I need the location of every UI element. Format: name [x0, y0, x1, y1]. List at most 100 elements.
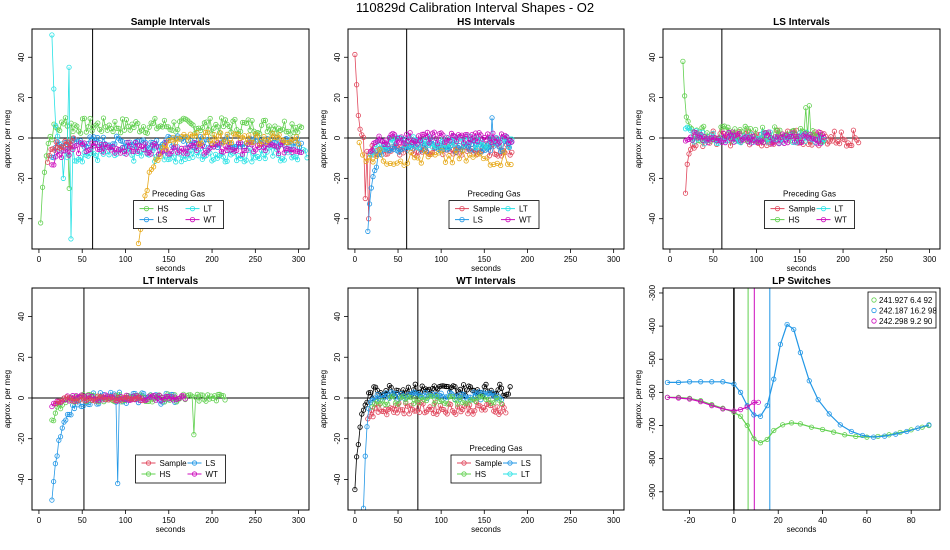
data-point	[289, 121, 295, 127]
x-tick-label: 250	[564, 255, 578, 264]
data-point	[224, 158, 230, 164]
data-point	[382, 406, 388, 413]
data-point	[368, 185, 374, 191]
x-tick-label: 100	[750, 255, 764, 264]
data-point	[701, 123, 707, 129]
data-point	[703, 135, 709, 141]
y-axis-label: approx. per meg	[3, 110, 12, 168]
data-point	[394, 410, 400, 416]
data-point	[422, 148, 428, 154]
data-point	[791, 326, 797, 333]
x-tick-label: 20	[774, 516, 783, 525]
data-point	[66, 64, 72, 70]
legend-box	[867, 291, 937, 329]
x-tick-label: 200	[205, 255, 219, 264]
panel-title: LS Intervals	[773, 17, 830, 28]
series-hs	[369, 393, 505, 410]
data-point	[821, 134, 827, 141]
data-point	[142, 141, 148, 147]
data-point	[104, 144, 110, 150]
data-point	[87, 146, 93, 153]
data-point	[89, 397, 96, 403]
data-point	[485, 397, 492, 403]
series-wt	[664, 394, 761, 414]
data-point	[111, 393, 117, 399]
x-tick-label: 80	[907, 516, 916, 525]
data-point	[243, 147, 249, 153]
data-point	[366, 413, 373, 419]
data-point	[460, 382, 467, 388]
data-point	[55, 133, 61, 139]
data-point	[442, 159, 449, 165]
data-point	[281, 157, 287, 163]
data-point	[98, 141, 105, 148]
data-point	[119, 138, 125, 145]
data-point	[784, 321, 790, 328]
data-point	[722, 140, 728, 146]
data-point	[385, 401, 391, 407]
data-point	[460, 148, 466, 154]
data-point	[425, 154, 431, 160]
data-point	[915, 425, 921, 431]
data-point	[359, 132, 365, 138]
data-point	[467, 136, 474, 143]
data-point	[365, 228, 371, 234]
data-point	[485, 143, 491, 149]
plot-frame	[662, 28, 941, 250]
data-point	[112, 150, 118, 156]
data-point	[424, 129, 430, 135]
data-point	[272, 134, 278, 140]
data-point	[849, 142, 855, 149]
data-point	[45, 140, 51, 147]
data-point	[139, 397, 145, 404]
data-point	[384, 161, 390, 167]
data-point	[664, 379, 671, 386]
legend-marker	[189, 206, 196, 212]
data-point	[182, 396, 188, 402]
data-point	[116, 125, 122, 131]
data-point	[135, 240, 142, 247]
data-point	[74, 398, 80, 404]
data-point	[241, 147, 247, 153]
data-point	[144, 187, 150, 194]
data-point	[440, 132, 446, 138]
data-point	[67, 144, 73, 150]
data-point	[774, 134, 780, 140]
data-point	[497, 139, 503, 145]
y-axis-label: approx. per meg	[3, 370, 12, 428]
data-point	[213, 138, 219, 144]
data-point	[81, 115, 88, 121]
series-line	[685, 131, 825, 146]
legend-marker	[505, 217, 511, 223]
x-tick-label: 200	[521, 255, 535, 264]
data-point	[442, 409, 449, 415]
data-point	[291, 129, 297, 136]
data-point	[304, 155, 309, 161]
data-point	[56, 398, 62, 404]
data-point	[486, 390, 493, 396]
data-point	[850, 127, 857, 133]
y-tick-label: -20	[333, 172, 342, 184]
data-point	[131, 396, 137, 402]
data-point	[182, 156, 188, 162]
data-point	[496, 397, 502, 403]
legend-label: LT	[204, 205, 213, 214]
data-point	[127, 143, 133, 150]
data-point	[467, 147, 473, 153]
data-point	[189, 393, 195, 399]
data-point	[131, 124, 137, 131]
data-point	[785, 140, 791, 146]
data-point	[258, 122, 265, 128]
data-point	[253, 147, 259, 153]
data-point	[200, 133, 206, 140]
data-point	[745, 139, 751, 145]
data-point	[375, 409, 381, 415]
x-tick-label: 50	[394, 516, 403, 525]
x-axis-label: seconds	[156, 264, 186, 273]
data-point	[173, 159, 179, 165]
data-point	[275, 151, 282, 157]
data-point	[352, 51, 358, 58]
x-tick-label: 300	[292, 255, 306, 264]
y-tick-label: -700	[648, 417, 657, 434]
data-point	[279, 126, 286, 132]
